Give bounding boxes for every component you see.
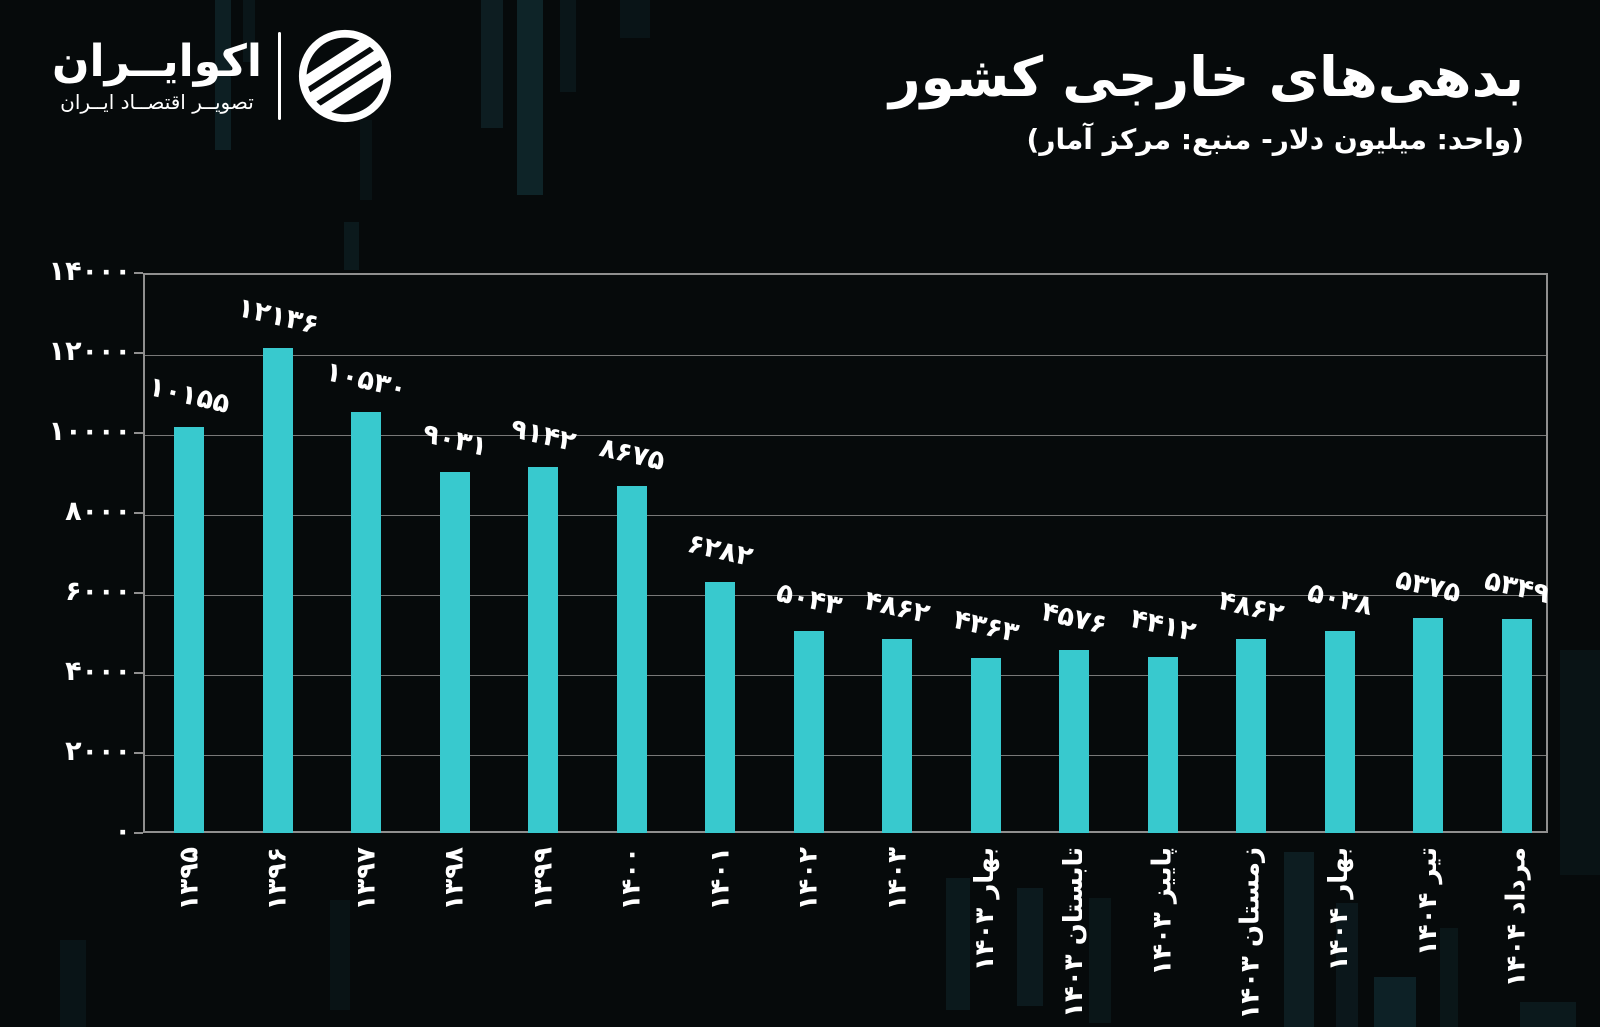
x-axis-tick-label: ۱۴۰۱: [705, 847, 735, 911]
y-axis-tick: [134, 272, 143, 274]
x-axis-tick-label: بهار ۱۴۰۳: [970, 847, 1001, 972]
background-stripe: [1520, 1002, 1576, 1027]
logo-tagline: تصویــر اقتصــاد ایــران: [60, 90, 254, 115]
gridline: [145, 435, 1546, 436]
logo-divider: [277, 32, 281, 120]
background-stripe: [946, 878, 970, 1010]
bar: [882, 638, 912, 833]
x-axis-tick-label: مرداد ۱۴۰۴: [1501, 847, 1532, 988]
y-axis-tick-label: ۱۲۰۰۰: [48, 336, 131, 367]
y-axis-tick: [134, 832, 143, 834]
y-axis-tick-label: ۰: [114, 816, 131, 847]
background-stripe: [1374, 977, 1416, 1027]
bar: [528, 467, 558, 833]
x-axis-tick-label: ۱۳۹۷: [351, 847, 381, 911]
x-axis-tick-label: زمستان ۱۴۰۳: [1236, 847, 1266, 1020]
y-axis-tick-label: ۴۰۰۰: [65, 656, 131, 687]
x-axis-tick-label: ۱۴۰۳: [882, 847, 912, 911]
y-axis-tick-label: ۱۴۰۰۰: [48, 256, 131, 287]
ecoiran-logo: اکوایــران تصویــر اقتصــاد ایــران: [52, 28, 393, 124]
x-axis-tick-label: ۱۳۹۶: [262, 847, 293, 911]
gridline: [145, 675, 1546, 676]
chart-title: بدهی‌های خارجی کشور: [888, 45, 1524, 109]
bar: [1324, 631, 1355, 833]
gridline: [145, 355, 1546, 356]
x-axis-tick-label: ۱۳۹۸: [439, 847, 470, 911]
gridline: [145, 515, 1546, 516]
y-axis-tick: [134, 352, 143, 354]
x-axis-tick-label: پاییز ۱۴۰۳: [1147, 847, 1178, 976]
x-axis-tick-label: تابستان ۱۴۰۳: [1059, 847, 1089, 1018]
bar: [970, 658, 1001, 833]
bar: [1147, 656, 1178, 833]
bar: [262, 347, 293, 833]
bar: [1059, 649, 1089, 833]
bar: [439, 471, 470, 833]
gridline: [145, 755, 1546, 756]
x-axis-tick-label: ۱۳۹۹: [528, 847, 558, 911]
background-stripe: [330, 900, 350, 1010]
ecoiran-logo-mark-icon: [298, 29, 392, 123]
y-axis-tick: [134, 592, 143, 594]
y-axis-tick: [134, 672, 143, 674]
background-stripe: [560, 0, 576, 92]
bar: [616, 486, 647, 833]
bar: [351, 411, 381, 833]
logo-name: اکوایــران: [52, 35, 262, 87]
y-axis-tick-label: ۶۰۰۰: [65, 576, 131, 607]
y-axis-tick-label: ۲۰۰۰: [65, 736, 131, 767]
bar: [1501, 619, 1532, 833]
y-axis-tick: [134, 512, 143, 514]
bar-chart-plot-area: [143, 273, 1548, 833]
chart-subtitle: (واحد: میلیون دلار- منبع: مرکز آمار): [1026, 123, 1524, 157]
y-axis-tick-label: ۸۰۰۰: [65, 496, 131, 527]
bar: [174, 426, 204, 833]
bar: [1413, 618, 1443, 833]
background-stripe: [481, 0, 503, 128]
background-stripe: [1284, 852, 1314, 1027]
logo-text-block: اکوایــران تصویــر اقتصــاد ایــران: [52, 35, 262, 115]
background-stripe: [1560, 650, 1600, 875]
x-axis-tick-label: ۱۴۰۰: [616, 847, 647, 911]
background-stripe: [517, 0, 543, 195]
background-stripe: [360, 120, 372, 200]
bar: [705, 581, 735, 833]
background-stripe: [620, 0, 650, 38]
y-axis-tick-label: ۱۰۰۰۰: [48, 416, 131, 447]
title-block: بدهی‌های خارجی کشور (واحد: میلیون دلار- …: [888, 45, 1524, 157]
background-stripe: [344, 222, 359, 270]
y-axis-tick: [134, 432, 143, 434]
background-stripe: [1017, 888, 1043, 1006]
gridline: [145, 595, 1546, 596]
y-axis-tick: [134, 752, 143, 754]
x-axis-tick-label: ۱۴۰۲: [793, 847, 824, 911]
x-axis-tick-label: بهار ۱۴۰۴: [1324, 847, 1355, 972]
background-stripe: [60, 940, 86, 1027]
background-stripe: [1089, 898, 1111, 1023]
bar: [1236, 638, 1266, 833]
x-axis-tick-label: ۱۳۹۵: [174, 847, 204, 911]
x-axis-tick-label: تیر ۱۴۰۴: [1413, 847, 1443, 957]
bar: [793, 631, 824, 833]
